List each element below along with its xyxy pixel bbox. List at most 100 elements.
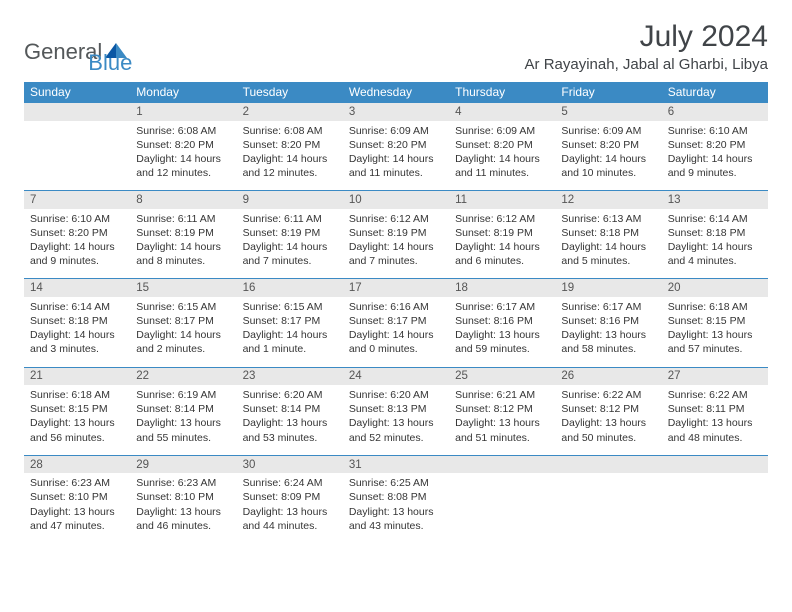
header: General Blue July 2024 Ar Rayayinah, Jab… [24,20,768,76]
sunrise-text: Sunrise: 6:09 AM [561,124,655,138]
day-number-cell [24,103,130,121]
day-detail-cell [555,473,661,543]
daylight-text: Daylight: 14 hours and 9 minutes. [668,152,762,180]
sunset-text: Sunset: 8:18 PM [668,226,762,240]
day-detail-cell: Sunrise: 6:10 AMSunset: 8:20 PMDaylight:… [24,209,130,279]
day-number-cell: 30 [237,455,343,473]
sunset-text: Sunset: 8:20 PM [136,138,230,152]
weekday-header: Sunday [24,82,130,103]
sunset-text: Sunset: 8:19 PM [243,226,337,240]
day-number-cell: 7 [24,191,130,209]
sunrise-text: Sunrise: 6:09 AM [455,124,549,138]
day-number-cell: 24 [343,367,449,385]
day-number-cell [555,455,661,473]
day-number-row: 21222324252627 [24,367,768,385]
day-detail-cell: Sunrise: 6:17 AMSunset: 8:16 PMDaylight:… [449,297,555,367]
logo-text-blue: Blue [88,50,132,76]
day-number-cell: 2 [237,103,343,121]
sunrise-text: Sunrise: 6:23 AM [30,476,124,490]
location-subtitle: Ar Rayayinah, Jabal al Gharbi, Libya [525,56,768,73]
daylight-text: Daylight: 14 hours and 7 minutes. [243,240,337,268]
day-number-cell: 20 [662,279,768,297]
day-number-cell: 6 [662,103,768,121]
day-detail-cell [24,121,130,191]
sunrise-text: Sunrise: 6:20 AM [349,388,443,402]
day-number-cell: 25 [449,367,555,385]
weekday-header: Saturday [662,82,768,103]
sunrise-text: Sunrise: 6:18 AM [30,388,124,402]
weekday-header: Thursday [449,82,555,103]
daylight-text: Daylight: 13 hours and 43 minutes. [349,505,443,533]
day-number-cell: 27 [662,367,768,385]
day-detail-cell: Sunrise: 6:14 AMSunset: 8:18 PMDaylight:… [662,209,768,279]
sunrise-text: Sunrise: 6:12 AM [349,212,443,226]
day-detail-cell: Sunrise: 6:09 AMSunset: 8:20 PMDaylight:… [449,121,555,191]
day-detail-cell: Sunrise: 6:18 AMSunset: 8:15 PMDaylight:… [24,385,130,455]
sunrise-text: Sunrise: 6:17 AM [561,300,655,314]
day-detail-cell: Sunrise: 6:09 AMSunset: 8:20 PMDaylight:… [343,121,449,191]
day-detail-cell: Sunrise: 6:11 AMSunset: 8:19 PMDaylight:… [130,209,236,279]
day-detail-cell: Sunrise: 6:16 AMSunset: 8:17 PMDaylight:… [343,297,449,367]
daylight-text: Daylight: 14 hours and 6 minutes. [455,240,549,268]
day-number-cell: 4 [449,103,555,121]
day-number-row: 78910111213 [24,191,768,209]
daylight-text: Daylight: 14 hours and 3 minutes. [30,328,124,356]
sunrise-text: Sunrise: 6:17 AM [455,300,549,314]
day-detail-cell [449,473,555,543]
day-detail-row: Sunrise: 6:14 AMSunset: 8:18 PMDaylight:… [24,297,768,367]
day-number-cell: 10 [343,191,449,209]
day-number-cell: 23 [237,367,343,385]
daylight-text: Daylight: 14 hours and 5 minutes. [561,240,655,268]
day-detail-cell: Sunrise: 6:22 AMSunset: 8:11 PMDaylight:… [662,385,768,455]
day-number-cell: 9 [237,191,343,209]
sunset-text: Sunset: 8:13 PM [349,402,443,416]
daylight-text: Daylight: 14 hours and 12 minutes. [136,152,230,180]
day-number-row: 14151617181920 [24,279,768,297]
day-detail-cell: Sunrise: 6:13 AMSunset: 8:18 PMDaylight:… [555,209,661,279]
daylight-text: Daylight: 13 hours and 57 minutes. [668,328,762,356]
daylight-text: Daylight: 13 hours and 55 minutes. [136,416,230,444]
day-detail-cell: Sunrise: 6:18 AMSunset: 8:15 PMDaylight:… [662,297,768,367]
sunrise-text: Sunrise: 6:11 AM [243,212,337,226]
daylight-text: Daylight: 14 hours and 2 minutes. [136,328,230,356]
sunrise-text: Sunrise: 6:25 AM [349,476,443,490]
day-number-cell [449,455,555,473]
sunrise-text: Sunrise: 6:15 AM [136,300,230,314]
sunset-text: Sunset: 8:15 PM [30,402,124,416]
sunset-text: Sunset: 8:19 PM [455,226,549,240]
day-detail-row: Sunrise: 6:10 AMSunset: 8:20 PMDaylight:… [24,209,768,279]
day-number-cell [662,455,768,473]
day-number-cell: 26 [555,367,661,385]
sunrise-text: Sunrise: 6:19 AM [136,388,230,402]
sunrise-text: Sunrise: 6:10 AM [30,212,124,226]
day-number-cell: 19 [555,279,661,297]
day-detail-cell: Sunrise: 6:15 AMSunset: 8:17 PMDaylight:… [237,297,343,367]
day-detail-cell: Sunrise: 6:24 AMSunset: 8:09 PMDaylight:… [237,473,343,543]
sunrise-text: Sunrise: 6:14 AM [30,300,124,314]
weekday-header: Wednesday [343,82,449,103]
day-detail-row: Sunrise: 6:18 AMSunset: 8:15 PM Daylight:… [24,385,768,455]
sunrise-text: Sunrise: 6:21 AM [455,388,549,402]
sunset-text: Sunset: 8:17 PM [243,314,337,328]
sunset-text: Sunset: 8:08 PM [349,490,443,504]
day-number-cell: 3 [343,103,449,121]
day-detail-cell: Sunrise: 6:23 AMSunset: 8:10 PMDaylight:… [130,473,236,543]
day-detail-cell: Sunrise: 6:23 AMSunset: 8:10 PMDaylight:… [24,473,130,543]
day-number-cell: 29 [130,455,236,473]
day-number-cell: 31 [343,455,449,473]
sunset-text: Sunset: 8:15 PM [668,314,762,328]
day-number-cell: 22 [130,367,236,385]
day-number-cell: 13 [662,191,768,209]
daylight-text: Daylight: 14 hours and 7 minutes. [349,240,443,268]
day-detail-cell: Sunrise: 6:09 AMSunset: 8:20 PMDaylight:… [555,121,661,191]
daylight-text: Daylight: 13 hours and 53 minutes. [243,416,337,444]
day-number-cell: 17 [343,279,449,297]
sunset-text: Sunset: 8:10 PM [30,490,124,504]
sunset-text: Sunset: 8:14 PM [136,402,230,416]
sunset-text: Sunset: 8:20 PM [455,138,549,152]
sunset-text: Sunset: 8:20 PM [668,138,762,152]
sunrise-text: Sunrise: 6:12 AM [455,212,549,226]
sunset-text: Sunset: 8:18 PM [30,314,124,328]
daylight-text: Daylight: 13 hours and 44 minutes. [243,505,337,533]
sunset-text: Sunset: 8:11 PM [668,402,762,416]
